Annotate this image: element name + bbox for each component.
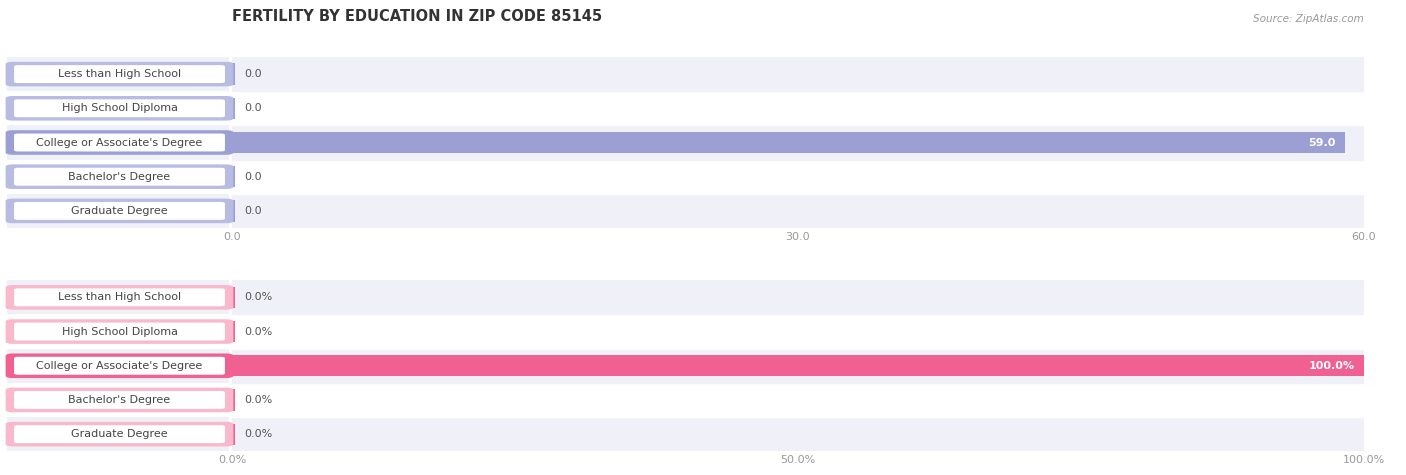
- Text: 0.0%: 0.0%: [245, 292, 273, 303]
- Text: 0.0: 0.0: [245, 206, 262, 216]
- Text: 100.0%: 100.0%: [1309, 361, 1355, 371]
- Bar: [232, 287, 235, 308]
- Text: Bachelor's Degree: Bachelor's Degree: [69, 171, 170, 182]
- Bar: [232, 390, 235, 410]
- Text: 0.0: 0.0: [245, 69, 262, 79]
- Text: Less than High School: Less than High School: [58, 292, 181, 303]
- Bar: [232, 417, 1364, 451]
- Bar: [232, 132, 1346, 153]
- Bar: [232, 57, 1364, 91]
- Bar: [232, 194, 1364, 228]
- Text: Source: ZipAtlas.com: Source: ZipAtlas.com: [1253, 14, 1364, 24]
- Text: FERTILITY BY EDUCATION IN ZIP CODE 85145: FERTILITY BY EDUCATION IN ZIP CODE 85145: [232, 9, 602, 24]
- Text: Less than High School: Less than High School: [58, 69, 181, 79]
- Bar: [232, 160, 1364, 194]
- Bar: [232, 314, 1364, 349]
- Bar: [232, 64, 235, 85]
- Text: 0.0: 0.0: [245, 103, 262, 114]
- Bar: [232, 349, 1364, 383]
- Bar: [232, 98, 235, 119]
- Bar: [232, 166, 235, 187]
- Text: College or Associate's Degree: College or Associate's Degree: [37, 361, 202, 371]
- Text: 0.0: 0.0: [245, 171, 262, 182]
- Text: College or Associate's Degree: College or Associate's Degree: [37, 137, 202, 148]
- Text: Graduate Degree: Graduate Degree: [72, 206, 167, 216]
- Text: Bachelor's Degree: Bachelor's Degree: [69, 395, 170, 405]
- Text: 0.0%: 0.0%: [245, 429, 273, 439]
- Bar: [232, 321, 235, 342]
- Text: 59.0: 59.0: [1309, 137, 1336, 148]
- Bar: [232, 91, 1364, 125]
- Bar: [232, 200, 235, 221]
- Bar: [232, 280, 1364, 314]
- Bar: [232, 125, 1364, 160]
- Text: 0.0%: 0.0%: [245, 326, 273, 337]
- Text: High School Diploma: High School Diploma: [62, 103, 177, 114]
- Bar: [232, 424, 235, 445]
- Text: Graduate Degree: Graduate Degree: [72, 429, 167, 439]
- Text: 0.0%: 0.0%: [245, 395, 273, 405]
- Bar: [232, 355, 1364, 376]
- Text: High School Diploma: High School Diploma: [62, 326, 177, 337]
- Bar: [232, 383, 1364, 417]
